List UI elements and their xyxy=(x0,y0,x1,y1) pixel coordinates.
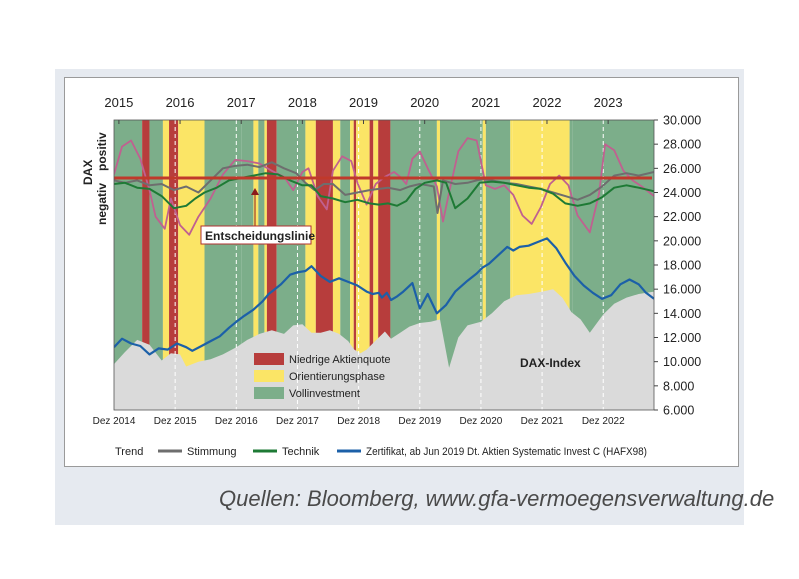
phase-band-yellow xyxy=(162,120,170,410)
x-tick-label-Dez-2015: Dez 2015 xyxy=(154,416,197,427)
x-tick-label-Dez-2016: Dez 2016 xyxy=(215,416,258,427)
legend-label-niedrige-aktienquote: Niedrige Aktienquote xyxy=(289,354,391,366)
right-y-tick-labels: 30.000 28.000 26.000 24.000 22.000 20.000 18.0… xyxy=(654,114,701,418)
top-year-label-2015: 2015 xyxy=(104,95,133,110)
phase-band-red xyxy=(369,120,374,410)
top-year-label-2019: 2019 xyxy=(349,95,378,110)
phase-band-yellow xyxy=(510,120,513,410)
series-line-technik xyxy=(114,172,654,210)
phase-band-green xyxy=(258,120,265,410)
legend-swatch-green xyxy=(254,387,284,399)
legend-label-technik: Technik xyxy=(282,446,320,458)
y-tick-label-12000: 12.000 xyxy=(663,331,701,345)
y-tick-label-16000: 16.000 xyxy=(663,283,701,297)
top-year-label-2021: 2021 xyxy=(471,95,500,110)
series-line-trend xyxy=(114,137,654,236)
line-legend: Trend Stimmung Technik Zertifikat, ab Ju… xyxy=(115,446,647,458)
x-tick-label-Dez-2018: Dez 2018 xyxy=(337,416,380,427)
phase-band-red xyxy=(142,120,150,410)
x-tick-label-Dez-2017: Dez 2017 xyxy=(276,416,319,427)
phase-band-red xyxy=(169,120,179,410)
y-tick-label-18000: 18.000 xyxy=(663,259,701,273)
y-tick-label-14000: 14.000 xyxy=(663,307,701,321)
phase-band-green xyxy=(569,120,573,410)
top-year-label-2017: 2017 xyxy=(227,95,256,110)
phase-band-yellow xyxy=(264,120,267,410)
y-left-positive-label: positiv xyxy=(95,132,109,171)
phase-band-red xyxy=(353,120,357,410)
y-tick-label-24000: 24.000 xyxy=(663,186,701,200)
decision-line-callout: Entscheidungslinie xyxy=(200,188,315,245)
phase-band-red xyxy=(266,120,277,410)
y-tick-label-28000: 28.000 xyxy=(663,138,701,152)
phase-band-green xyxy=(241,120,254,410)
phase-band-green xyxy=(340,120,351,410)
y-tick-label-22000: 22.000 xyxy=(663,210,701,224)
source-caption: Quellen: Bloomberg, www.gfa-vermoegensve… xyxy=(219,486,775,511)
y-tick-label-26000: 26.000 xyxy=(663,162,701,176)
phase-band-green xyxy=(149,120,163,410)
legend-label-zertifikat: Zertifikat, ab Jun 2019 Dt. Aktien Syste… xyxy=(366,446,647,458)
phase-band-yellow xyxy=(332,120,341,410)
dax-index-annotation: DAX-Index xyxy=(520,356,581,370)
phase-band-yellow xyxy=(482,120,486,410)
x-tick-label-Dez-2021: Dez 2021 xyxy=(521,416,564,427)
y-tick-label-6000: 6.000 xyxy=(663,404,694,418)
top-year-label-2016: 2016 xyxy=(166,95,195,110)
series-line-zertifikat xyxy=(114,237,654,356)
y-tick-label-8000: 8.000 xyxy=(663,379,694,393)
year-gridlines xyxy=(174,120,604,410)
legend-label-stimmung: Stimmung xyxy=(187,446,237,458)
bottom-x-tick-labels: Dez 2014 Dez 2015 Dez 2016 Dez 2017 Dez 2018… xyxy=(93,416,625,427)
top-year-label-2022: 2022 xyxy=(533,95,562,110)
phase-legend: Niedrige Aktienquote Orientierungsphase … xyxy=(254,353,391,400)
legend-swatch-red xyxy=(254,353,284,365)
phase-band-yellow xyxy=(253,120,259,410)
x-tick-label-Dez-2014: Dez 2014 xyxy=(93,416,136,427)
dax-index-area xyxy=(114,289,654,410)
x-tick-label-Dez-2019: Dez 2019 xyxy=(398,416,441,427)
decision-line-label: Entscheidungslinie xyxy=(205,229,315,243)
callout-box xyxy=(200,225,312,245)
top-year-labels: 2015 2016 2017 2018 2019 2020 2021 2022 2023 xyxy=(104,95,622,110)
y-tick-label-10000: 10.000 xyxy=(663,355,701,369)
legend-swatch-yellow xyxy=(254,370,284,382)
y-tick-label-30000: 30.000 xyxy=(663,114,701,128)
phase-band-yellow xyxy=(305,120,316,410)
top-year-label-2023: 2023 xyxy=(594,95,623,110)
phase-band-yellow xyxy=(373,120,379,410)
dax-chart: 2015 2016 2017 2018 2019 2020 2021 2022 2023 30.… xyxy=(81,95,701,458)
y-tick-label-20000: 20.000 xyxy=(663,234,701,248)
top-year-label-2018: 2018 xyxy=(288,95,317,110)
y-left-negative-label: negativ xyxy=(95,183,109,225)
legend-label-trend: Trend xyxy=(115,446,143,458)
series-lines xyxy=(114,137,654,356)
legend-label-vollinvestment: Vollinvestment xyxy=(289,388,360,400)
dax-area-layer xyxy=(114,289,654,410)
x-tick-label-Dez-2022: Dez 2022 xyxy=(582,416,625,427)
callout-arrowhead-icon xyxy=(251,188,259,195)
phase-band-yellow xyxy=(436,120,440,410)
x-tick-label-Dez-2020: Dez 2020 xyxy=(460,416,503,427)
legend-label-orientierungsphase: Orientierungsphase xyxy=(289,371,385,383)
phase-band-yellow xyxy=(350,120,354,410)
top-year-label-2020: 2020 xyxy=(410,95,439,110)
y-left-dax-label: DAX xyxy=(81,160,95,185)
